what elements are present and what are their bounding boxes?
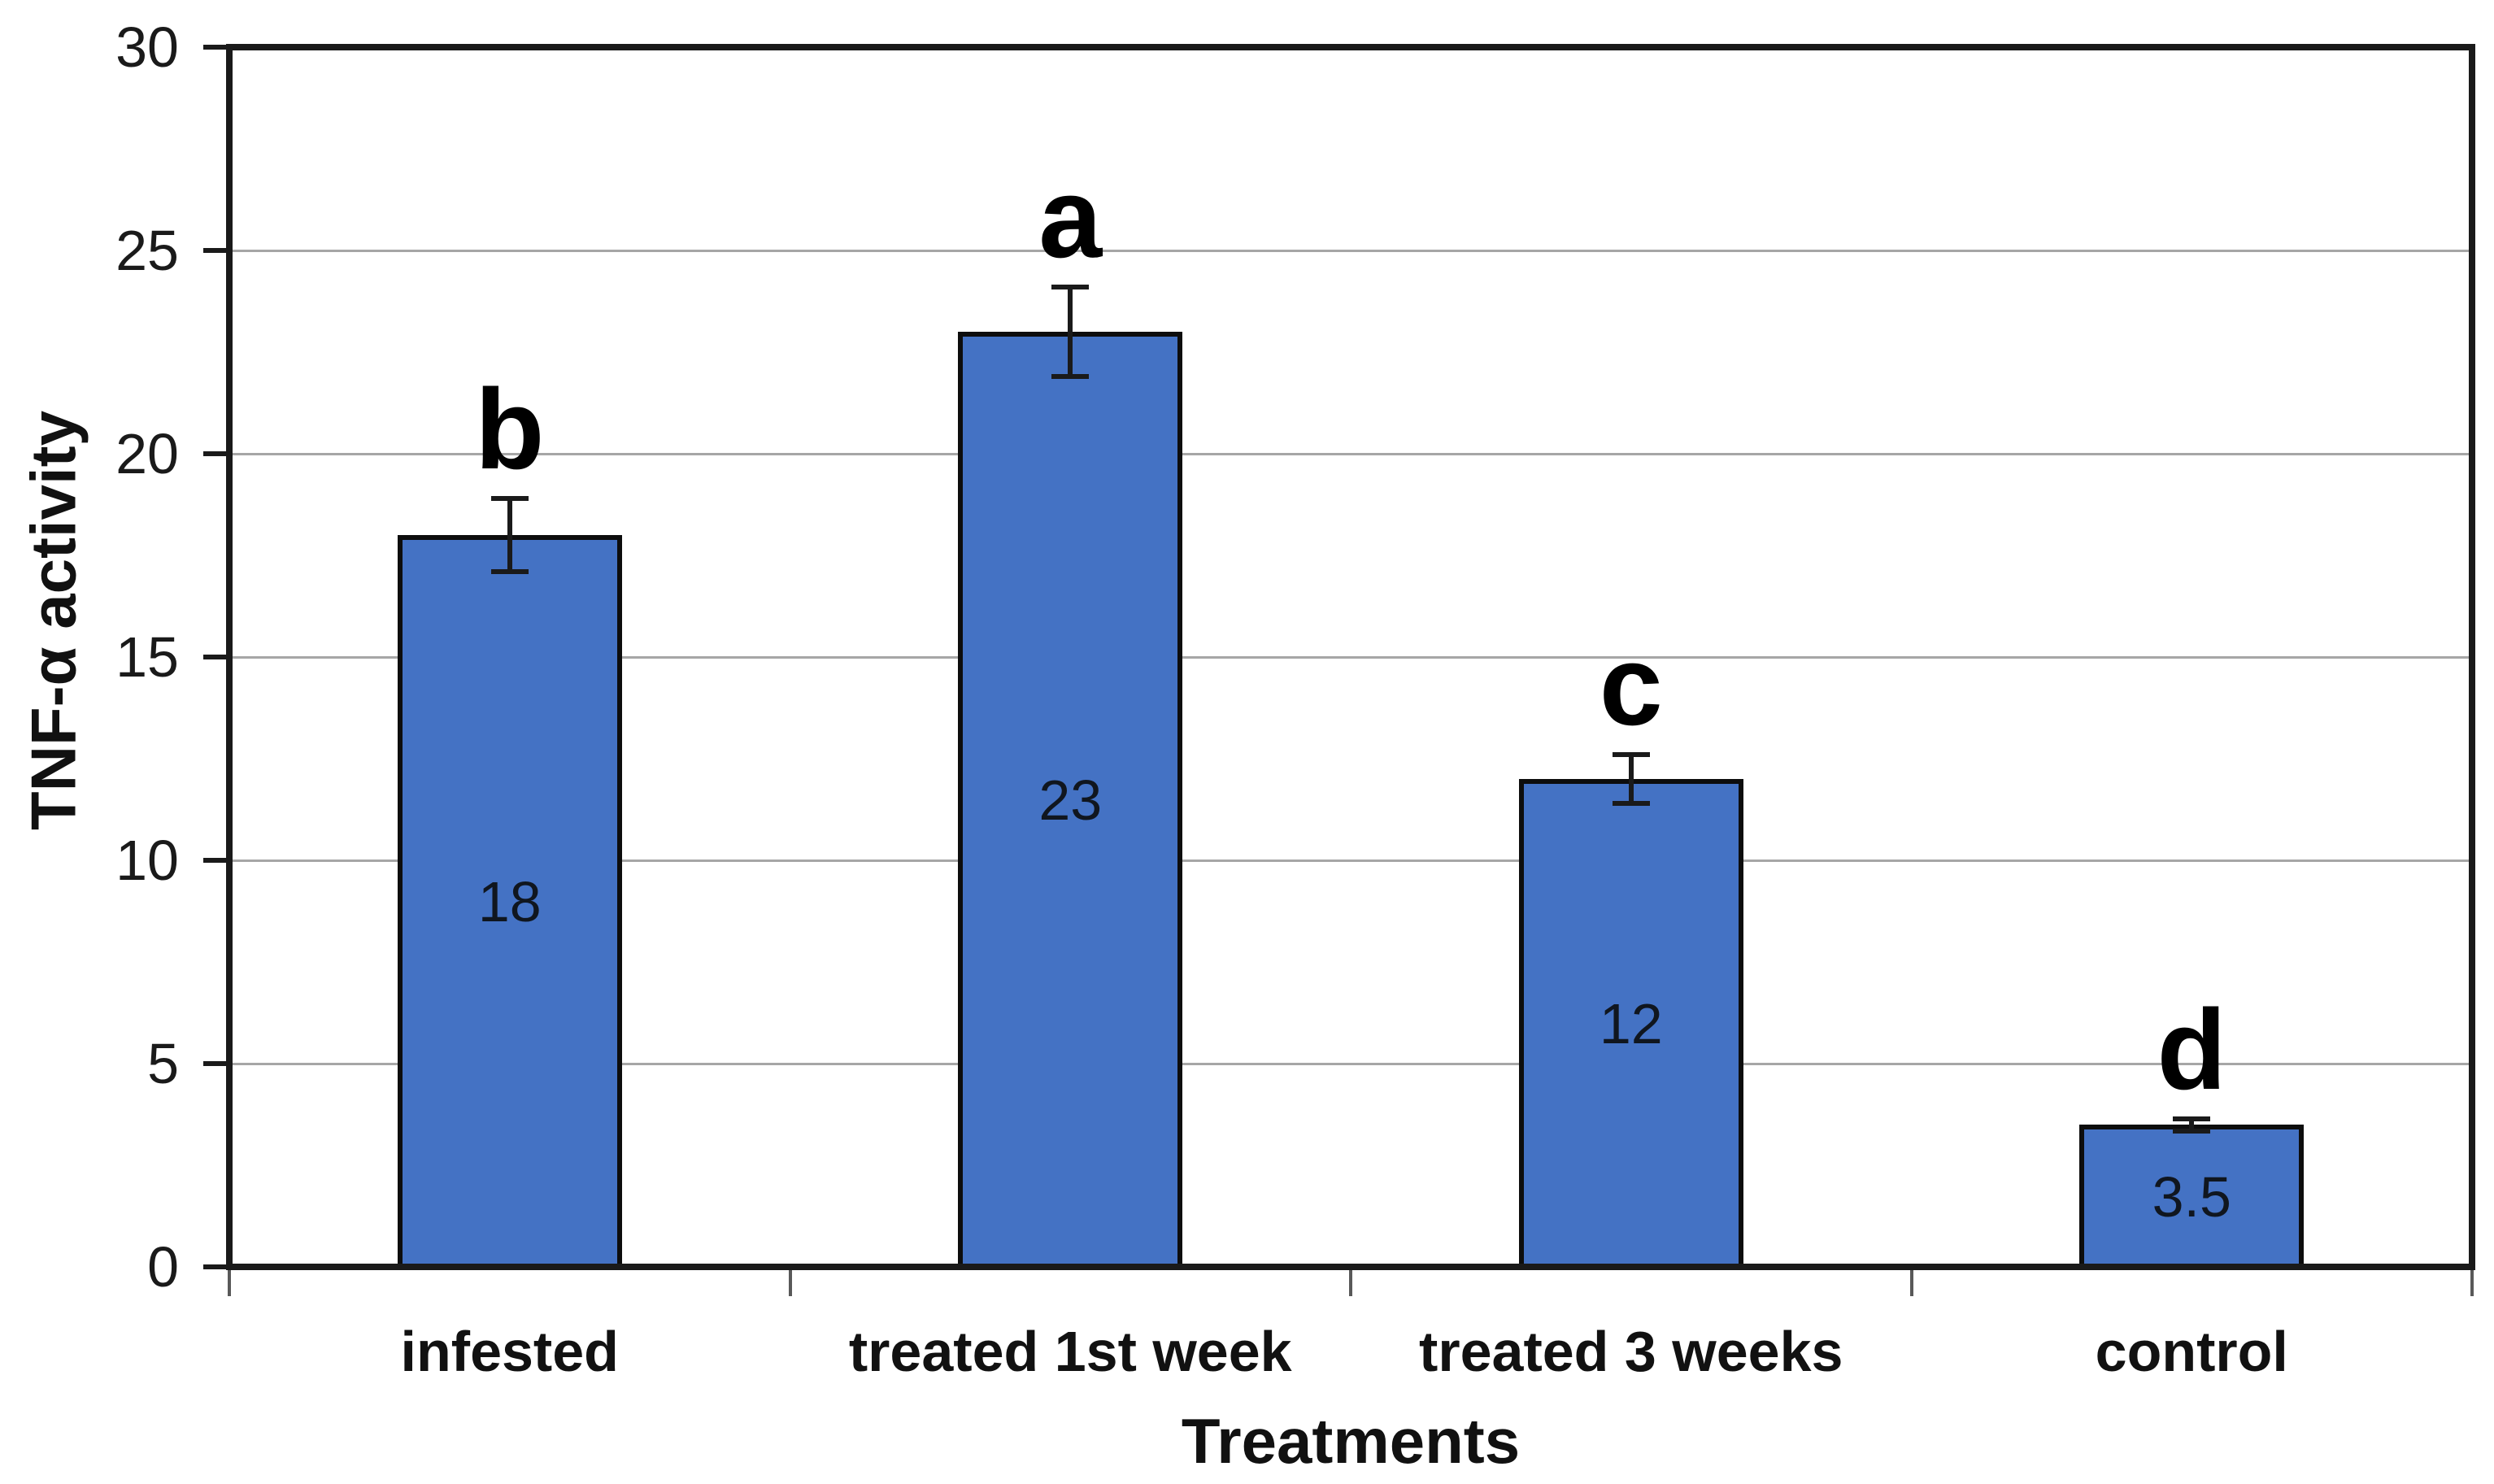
error-bar-cap-top	[2173, 1116, 2211, 1121]
error-bar-cap-top	[1051, 285, 1090, 289]
y-axis-line	[226, 44, 233, 1270]
significance-letter-b: b	[474, 365, 545, 493]
y-tick-label: 20	[115, 422, 179, 485]
y-tick-15	[203, 655, 231, 659]
error-bar-cap-bottom	[1051, 374, 1090, 379]
bar-value-label: 18	[477, 870, 542, 933]
y-tick-30	[203, 45, 231, 50]
significance-letter-c: c	[1599, 621, 1663, 749]
error-bar-cap-bottom	[490, 569, 529, 574]
gridline-y10	[229, 859, 2472, 862]
bar-treated-3-weeks: 12	[1518, 779, 1743, 1269]
error-bar-line	[2189, 1118, 2195, 1131]
y-tick-label: 15	[115, 625, 179, 689]
x-category-label: treated 3 weeks	[1419, 1320, 1843, 1383]
y-tick-label: 0	[147, 1235, 179, 1299]
x-tick-0	[228, 1270, 231, 1296]
plot-right-border	[2469, 44, 2475, 1270]
x-tick-2	[1349, 1270, 1352, 1296]
bar-treated-1st-week: 23	[958, 332, 1183, 1269]
significance-letter-a: a	[1038, 154, 1103, 281]
error-bar-cap-bottom	[2173, 1128, 2211, 1134]
bar-infested: 18	[397, 535, 622, 1269]
gridline-y5	[229, 1062, 2472, 1065]
error-bar-cap-top	[490, 496, 529, 501]
x-axis-line	[226, 1264, 2475, 1270]
x-category-label: infested	[400, 1320, 619, 1383]
y-tick-10	[203, 858, 231, 863]
y-tick-25	[203, 248, 231, 253]
y-tick-5	[203, 1061, 231, 1066]
x-category-label: treated 1st week	[848, 1320, 1292, 1383]
gridline-y25	[229, 249, 2472, 252]
x-axis-title: Treatments	[1181, 1405, 1521, 1477]
bar-value-label: 23	[1038, 768, 1103, 832]
x-tick-4	[2470, 1270, 2474, 1296]
bar-control: 3.5	[2079, 1125, 2305, 1269]
error-bar-cap-top	[1612, 752, 1650, 757]
y-tick-label: 5	[147, 1032, 179, 1095]
x-tick-3	[1909, 1270, 1913, 1296]
y-tick-0	[203, 1264, 231, 1269]
x-tick-1	[788, 1270, 792, 1296]
plot-top-border	[226, 44, 2475, 50]
bar-value-label: 12	[1599, 992, 1663, 1055]
significance-letter-d: d	[2157, 985, 2227, 1113]
y-tick-label: 10	[115, 829, 179, 892]
y-tick-label: 30	[115, 15, 179, 79]
y-tick-20	[203, 451, 231, 456]
bar-value-label: 3.5	[2152, 1164, 2231, 1229]
error-bar-line	[1068, 287, 1073, 376]
error-bar-cap-bottom	[1612, 801, 1650, 806]
gridline-y15	[229, 655, 2472, 659]
error-bar-line	[507, 498, 512, 572]
error-bar-line	[1628, 755, 1634, 803]
y-tick-label: 25	[115, 219, 179, 282]
x-category-label: control	[2095, 1320, 2288, 1383]
gridline-y20	[229, 452, 2472, 455]
